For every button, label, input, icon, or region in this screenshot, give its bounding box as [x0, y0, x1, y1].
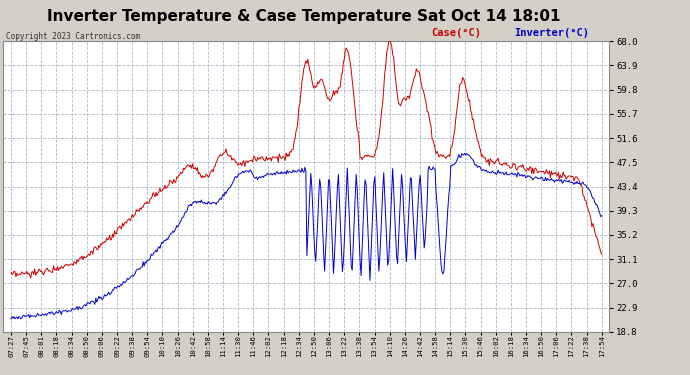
Text: Inverter Temperature & Case Temperature Sat Oct 14 18:01: Inverter Temperature & Case Temperature …: [47, 9, 560, 24]
Text: Case(°C): Case(°C): [431, 28, 481, 38]
Text: Copyright 2023 Cartronics.com: Copyright 2023 Cartronics.com: [6, 32, 139, 41]
Text: Inverter(°C): Inverter(°C): [514, 28, 589, 38]
